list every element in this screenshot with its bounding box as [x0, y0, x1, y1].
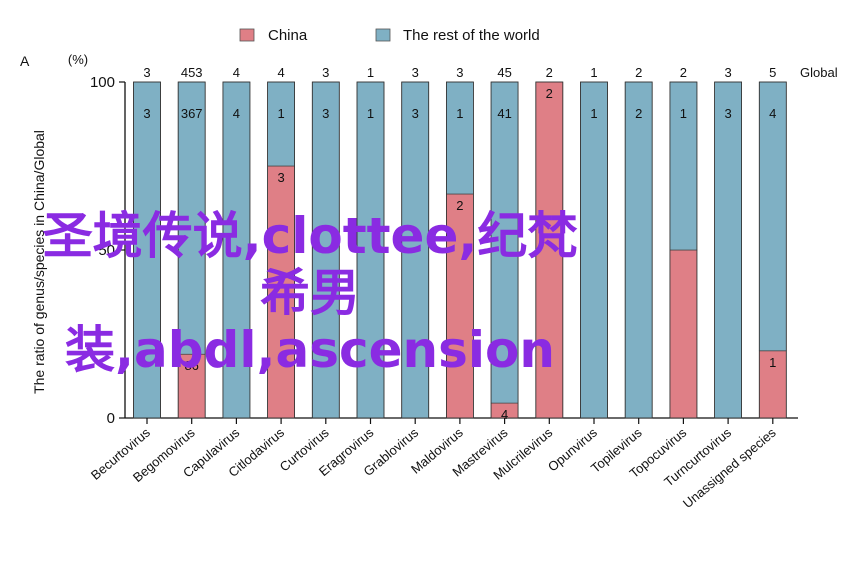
bar-segment-rest: [401, 81, 430, 419]
bar-segment-rest: [267, 81, 295, 167]
bar-segment-china: [267, 165, 295, 419]
global-count-label: 453: [181, 65, 203, 80]
legend-swatch-rest: [375, 28, 391, 42]
bar-segment-rest: [624, 81, 653, 419]
legend-label-china: China: [268, 27, 308, 44]
legend-swatch-china: [239, 28, 255, 42]
rest-count-label: 1: [590, 106, 597, 121]
bar-segment-rest: [490, 81, 519, 404]
global-count-label: 3: [724, 65, 731, 80]
bar-segment-rest: [311, 81, 340, 419]
rest-count-label: 1: [680, 106, 687, 121]
rest-count-label: 3: [143, 106, 150, 121]
bar-segment-rest: [580, 81, 608, 419]
y-tick-label: 0: [107, 410, 115, 427]
global-count-label: 4: [277, 65, 284, 80]
global-count-label: 3: [322, 65, 329, 80]
global-header: Global: [800, 65, 838, 80]
plot-area: 05010033Becurtovirus45336786Begomovirus4…: [88, 65, 798, 511]
global-count-label: 2: [680, 65, 687, 80]
y-tick-label: 50: [98, 242, 115, 259]
rest-count-label: 3: [412, 106, 419, 121]
bar-segment-rest: [758, 81, 787, 352]
bar-segment-rest: [356, 81, 385, 419]
bar-segment-china: [669, 249, 698, 419]
global-count-label: 3: [143, 65, 150, 80]
china-count-label: 1: [769, 355, 776, 370]
china-count-label: 2: [456, 198, 463, 213]
rest-count-label: 2: [635, 106, 642, 121]
rest-count-label: 1: [456, 106, 463, 121]
bar-segment-rest: [133, 81, 161, 419]
china-count-label: 3: [277, 170, 284, 185]
rest-count-label: 1: [367, 106, 374, 121]
global-count-label: 3: [412, 65, 419, 80]
global-count-label: 2: [546, 65, 553, 80]
global-count-label: 3: [456, 65, 463, 80]
china-count-label: 86: [184, 358, 198, 373]
bar-segment-rest: [446, 81, 474, 195]
global-count-label: 1: [367, 65, 374, 80]
rest-count-label: 4: [769, 106, 776, 121]
y-tick-label: 100: [90, 74, 115, 91]
legend: China The rest of the world: [239, 27, 540, 44]
rest-count-label: 3: [322, 106, 329, 121]
global-count-label: 5: [769, 65, 776, 80]
bar-segment-rest: [669, 81, 698, 251]
china-count-label: 4: [501, 407, 508, 422]
china-count-label: 2: [546, 86, 553, 101]
legend-label-rest: The rest of the world: [403, 27, 540, 44]
bar-segment-rest: [177, 81, 206, 355]
rest-count-label: 3: [724, 106, 731, 121]
global-count-label: 4: [233, 65, 240, 80]
panel-label: A: [20, 53, 30, 69]
rest-count-label: 41: [497, 106, 511, 121]
global-count-label: 2: [635, 65, 642, 80]
global-count-label: 1: [590, 65, 597, 80]
bar-segment-rest: [714, 81, 742, 419]
y-axis-title: The ratio of genus/species in China/Glob…: [31, 130, 47, 394]
y-unit-label: (%): [68, 52, 88, 67]
bar-segment-china: [446, 193, 474, 419]
rest-count-label: 367: [181, 106, 203, 121]
bar-segment-china: [535, 81, 564, 419]
rest-count-label: 4: [233, 106, 240, 121]
rest-count-label: 1: [277, 106, 284, 121]
bar-segment-rest: [222, 81, 251, 419]
global-count-label: 45: [497, 65, 511, 80]
